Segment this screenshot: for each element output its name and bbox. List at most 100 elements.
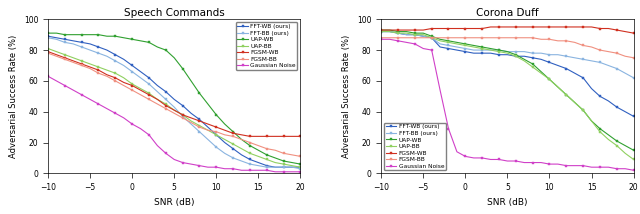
FGSM-WB bbox=[170, 109, 178, 111]
FGSM-WB bbox=[78, 63, 86, 65]
FFT-WB (ours) bbox=[621, 110, 629, 113]
UAP-WB bbox=[271, 157, 279, 159]
Gaussian Noise bbox=[579, 164, 587, 167]
UAP-WB bbox=[419, 32, 427, 34]
Gaussian Noise bbox=[588, 166, 595, 168]
FFT-WB (ours) bbox=[103, 49, 111, 51]
UAP-BB bbox=[52, 50, 60, 53]
FGSM-BB bbox=[52, 55, 60, 58]
FFT-WB (ours) bbox=[246, 158, 254, 161]
UAP-BB bbox=[520, 59, 528, 62]
FFT-BB (ours) bbox=[411, 33, 419, 36]
FFT-BB (ours) bbox=[529, 52, 536, 54]
UAP-WB bbox=[386, 29, 394, 31]
FGSM-WB bbox=[212, 126, 220, 128]
FFT-BB (ours) bbox=[86, 49, 94, 51]
FFT-WB (ours) bbox=[145, 77, 153, 79]
UAP-BB bbox=[613, 144, 621, 147]
FFT-WB (ours) bbox=[69, 40, 77, 42]
FGSM-BB bbox=[419, 36, 427, 39]
FFT-WB (ours) bbox=[512, 55, 520, 58]
FGSM-WB bbox=[605, 27, 612, 30]
UAP-BB bbox=[128, 83, 136, 85]
FFT-WB (ours) bbox=[86, 43, 94, 45]
UAP-BB bbox=[394, 32, 402, 34]
UAP-WB bbox=[529, 63, 536, 65]
UAP-BB bbox=[296, 166, 304, 168]
UAP-BB bbox=[95, 66, 102, 68]
FGSM-WB bbox=[103, 73, 111, 76]
FGSM-WB bbox=[621, 30, 629, 33]
FFT-BB (ours) bbox=[237, 160, 245, 162]
FGSM-WB bbox=[504, 26, 511, 28]
Line: Gaussian Noise: Gaussian Noise bbox=[380, 38, 635, 172]
FGSM-BB bbox=[229, 135, 237, 138]
FGSM-BB bbox=[145, 98, 153, 101]
FGSM-BB bbox=[461, 36, 469, 39]
FFT-BB (ours) bbox=[461, 47, 469, 50]
FFT-BB (ours) bbox=[120, 64, 127, 67]
FGSM-BB bbox=[453, 36, 461, 39]
Gaussian Noise bbox=[263, 169, 271, 172]
FGSM-WB bbox=[588, 26, 595, 28]
FGSM-WB bbox=[61, 56, 68, 59]
FGSM-BB bbox=[394, 36, 402, 39]
UAP-WB bbox=[436, 38, 444, 41]
UAP-BB bbox=[453, 43, 461, 45]
FGSM-WB bbox=[162, 104, 170, 107]
UAP-BB bbox=[529, 66, 536, 68]
FFT-WB (ours) bbox=[419, 35, 427, 37]
FGSM-WB bbox=[145, 94, 153, 96]
FFT-WB (ours) bbox=[605, 100, 612, 102]
UAP-BB bbox=[461, 44, 469, 47]
X-axis label: SNR (dB): SNR (dB) bbox=[487, 198, 527, 207]
FGSM-WB bbox=[137, 89, 145, 91]
Gaussian Noise bbox=[378, 38, 385, 41]
FFT-WB (ours) bbox=[563, 67, 570, 70]
FFT-BB (ours) bbox=[162, 98, 170, 101]
FGSM-BB bbox=[69, 61, 77, 64]
UAP-WB bbox=[280, 160, 287, 162]
Gaussian Noise bbox=[86, 98, 94, 101]
FGSM-BB bbox=[280, 152, 287, 155]
Gaussian Noise bbox=[563, 164, 570, 167]
UAP-WB bbox=[504, 50, 511, 53]
UAP-WB bbox=[512, 54, 520, 56]
FFT-WB (ours) bbox=[529, 56, 536, 59]
Line: FGSM-BB: FGSM-BB bbox=[380, 36, 635, 59]
UAP-BB bbox=[78, 59, 86, 62]
FFT-WB (ours) bbox=[588, 87, 595, 90]
FGSM-WB bbox=[453, 27, 461, 30]
FGSM-WB bbox=[403, 29, 410, 31]
UAP-BB bbox=[621, 152, 629, 155]
FGSM-BB bbox=[554, 40, 562, 42]
FGSM-WB bbox=[69, 59, 77, 62]
FGSM-WB bbox=[470, 27, 477, 30]
FFT-WB (ours) bbox=[128, 64, 136, 67]
FGSM-BB bbox=[95, 72, 102, 74]
FFT-BB (ours) bbox=[445, 44, 452, 47]
FGSM-BB bbox=[255, 144, 262, 147]
Gaussian Noise bbox=[170, 158, 178, 161]
UAP-BB bbox=[196, 124, 204, 127]
FGSM-WB bbox=[386, 29, 394, 31]
UAP-BB bbox=[246, 152, 254, 155]
UAP-BB bbox=[204, 129, 212, 131]
FGSM-WB bbox=[44, 50, 52, 53]
FFT-WB (ours) bbox=[255, 161, 262, 164]
FFT-WB (ours) bbox=[411, 33, 419, 36]
FFT-WB (ours) bbox=[495, 54, 503, 56]
Gaussian Noise bbox=[296, 171, 304, 173]
FGSM-BB bbox=[487, 36, 495, 39]
FGSM-WB bbox=[579, 26, 587, 28]
FGSM-WB bbox=[554, 26, 562, 28]
FGSM-BB bbox=[428, 36, 435, 39]
UAP-WB bbox=[394, 30, 402, 33]
FGSM-WB bbox=[86, 66, 94, 68]
FGSM-BB bbox=[605, 50, 612, 53]
Gaussian Noise bbox=[470, 157, 477, 159]
FFT-WB (ours) bbox=[212, 134, 220, 136]
Gaussian Noise bbox=[229, 167, 237, 170]
UAP-BB bbox=[537, 72, 545, 74]
FFT-WB (ours) bbox=[470, 52, 477, 54]
